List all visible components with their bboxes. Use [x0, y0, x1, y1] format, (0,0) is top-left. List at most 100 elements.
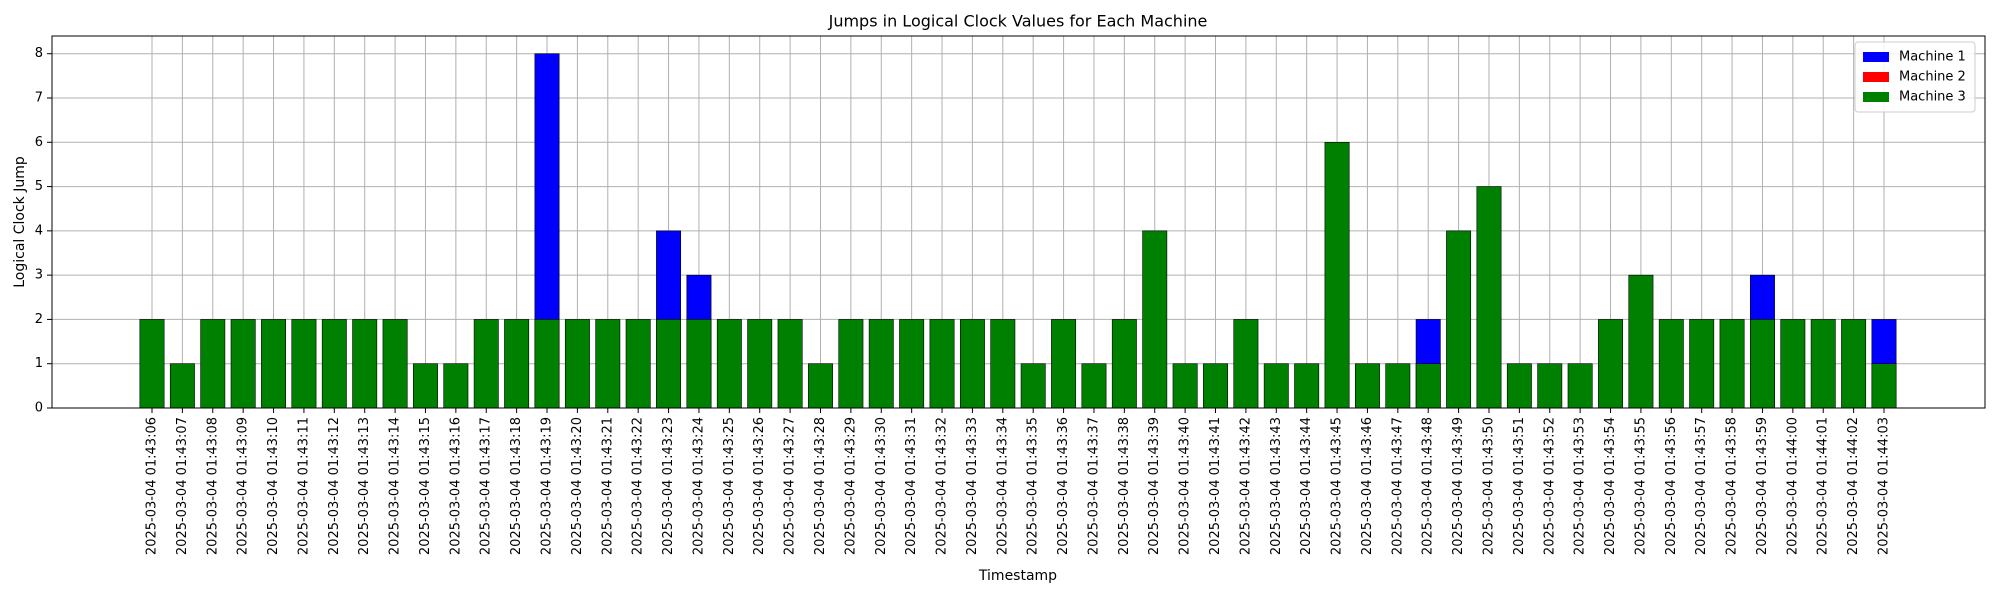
x-tick-label: 2025-03-04 01:43:10 — [266, 417, 281, 555]
y-tick-label: 4 — [35, 223, 43, 238]
x-tick-label: 2025-03-04 01:44:00 — [1785, 417, 1800, 555]
x-tick-label: 2025-03-04 01:43:23 — [661, 417, 676, 555]
x-tick-label: 2025-03-04 01:43:24 — [691, 417, 706, 555]
x-tick-label: 2025-03-04 01:43:45 — [1330, 417, 1345, 555]
bar — [1111, 319, 1137, 409]
bar — [747, 319, 773, 409]
x-tick-label: 2025-03-04 01:43:29 — [843, 417, 858, 555]
bar — [1598, 319, 1623, 409]
x-tick-label: 2025-03-04 01:43:21 — [600, 417, 615, 555]
bar — [200, 319, 226, 409]
bar — [1081, 363, 1107, 409]
bar — [564, 319, 590, 409]
bar — [1658, 319, 1684, 409]
bar — [504, 319, 530, 409]
y-axis-label: Logical Clock Jump — [12, 156, 28, 288]
bar — [868, 319, 894, 409]
bar — [1537, 363, 1563, 409]
bar — [1203, 363, 1228, 409]
x-tick-label: 2025-03-04 01:43:44 — [1299, 417, 1314, 555]
bar — [808, 363, 833, 409]
x-tick-label: 2025-03-04 01:43:57 — [1694, 417, 1709, 555]
bar — [1233, 319, 1259, 409]
x-tick-label: 2025-03-04 01:43:53 — [1573, 417, 1588, 555]
bar — [1142, 230, 1168, 409]
x-tick-label: 2025-03-04 01:43:19 — [540, 417, 555, 555]
bar — [1719, 319, 1745, 409]
bar — [1567, 363, 1593, 409]
x-tick-label: 2025-03-04 01:43:37 — [1086, 417, 1101, 555]
x-tick-label: 2025-03-04 01:43:22 — [631, 417, 646, 555]
x-tick-label: 2025-03-04 01:43:27 — [783, 417, 798, 555]
bar — [139, 319, 165, 409]
x-tick-label: 2025-03-04 01:43:48 — [1421, 417, 1436, 555]
y-tick-label: 7 — [35, 91, 43, 106]
bar — [1172, 363, 1198, 409]
bar — [899, 319, 925, 409]
legend-label: Machine 1 — [1899, 50, 1966, 65]
bar — [1628, 274, 1654, 409]
bar — [1476, 186, 1502, 409]
bar — [443, 363, 469, 409]
x-tick-label: 2025-03-04 01:43:39 — [1147, 417, 1162, 555]
x-tick-label: 2025-03-04 01:44:03 — [1877, 417, 1892, 555]
x-tick-label: 2025-03-04 01:43:58 — [1725, 417, 1740, 555]
bar — [1871, 363, 1897, 409]
bar — [1446, 230, 1472, 409]
x-tick-label: 2025-03-04 01:43:15 — [418, 417, 433, 555]
x-tick-label: 2025-03-04 01:44:02 — [1846, 417, 1861, 555]
bar — [413, 363, 438, 409]
x-tick-label: 2025-03-04 01:43:42 — [1238, 417, 1253, 555]
x-tick-label: 2025-03-04 01:43:17 — [479, 417, 494, 555]
bar — [656, 319, 682, 409]
chart-title: Jumps in Logical Clock Values for Each M… — [828, 12, 1208, 31]
x-tick-label: 2025-03-04 01:43:13 — [357, 417, 372, 555]
x-tick-label: 2025-03-04 01:43:41 — [1208, 417, 1223, 555]
bar — [382, 319, 408, 409]
x-tick-label: 2025-03-04 01:43:08 — [205, 417, 220, 555]
bar — [473, 319, 499, 409]
x-tick-label: 2025-03-04 01:44:01 — [1816, 417, 1831, 555]
bar — [321, 319, 347, 409]
x-tick-label: 2025-03-04 01:43:33 — [965, 417, 980, 555]
legend-label: Machine 2 — [1899, 70, 1966, 85]
x-tick-label: 2025-03-04 01:43:26 — [752, 417, 767, 555]
y-tick-label: 5 — [35, 179, 43, 194]
x-tick-label: 2025-03-04 01:43:46 — [1360, 417, 1375, 555]
legend-swatch — [1863, 72, 1889, 82]
y-tick-label: 6 — [35, 135, 43, 150]
x-tick-label: 2025-03-04 01:43:14 — [388, 417, 403, 555]
bar — [1294, 363, 1320, 409]
x-tick-label: 2025-03-04 01:43:16 — [448, 417, 463, 555]
bar — [625, 319, 651, 409]
bar — [1689, 319, 1715, 409]
bar — [1506, 363, 1532, 409]
x-tick-label: 2025-03-04 01:43:11 — [296, 417, 311, 555]
x-tick-label: 2025-03-04 01:43:06 — [145, 417, 160, 555]
x-tick-label: 2025-03-04 01:43:28 — [813, 417, 828, 555]
y-tick-label: 8 — [35, 46, 43, 61]
legend: Machine 1 Machine 2 Machine 3 — [1854, 41, 1976, 113]
x-tick-label: 2025-03-04 01:43:36 — [1056, 417, 1071, 555]
x-tick-label: 2025-03-04 01:43:56 — [1664, 417, 1679, 555]
bar — [990, 319, 1016, 409]
x-tick-label: 2025-03-04 01:43:38 — [1117, 417, 1132, 555]
bar — [716, 319, 742, 409]
y-tick-label: 2 — [35, 312, 43, 327]
bar — [352, 319, 378, 409]
x-tick-label: 2025-03-04 01:43:09 — [236, 417, 251, 555]
y-tick-label: 3 — [35, 268, 43, 283]
bar — [838, 319, 864, 409]
bar — [1324, 141, 1350, 409]
bar — [1415, 363, 1441, 409]
plot-frame — [51, 35, 1986, 409]
x-tick-label: 2025-03-04 01:43:40 — [1178, 417, 1193, 555]
bar — [929, 319, 955, 409]
bar — [1780, 319, 1806, 409]
x-tick-label: 2025-03-04 01:43:47 — [1390, 417, 1405, 555]
x-tick-label: 2025-03-04 01:43:52 — [1542, 417, 1557, 555]
bar — [169, 363, 195, 409]
y-tick-label: 1 — [35, 356, 43, 371]
